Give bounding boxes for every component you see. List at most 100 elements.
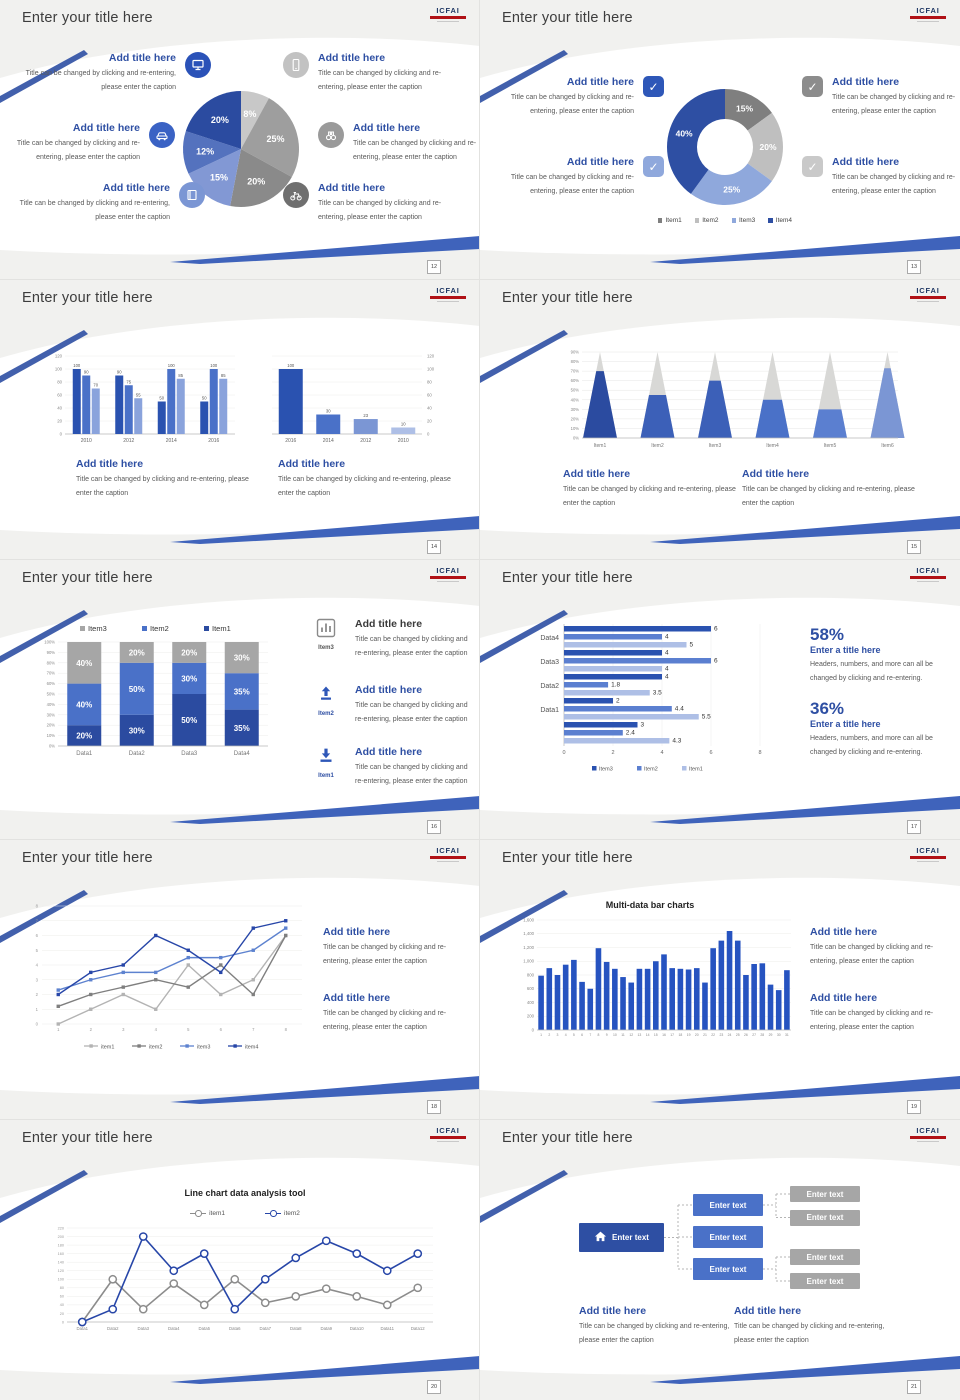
slide-donut-infographic[interactable]: Enter your title here ICFAI 15% 20% 25% 40%… — [479, 0, 960, 281]
svg-text:item4: item4 — [245, 1045, 258, 1051]
svg-text:Data1: Data1 — [77, 1326, 89, 1331]
svg-text:4.4: 4.4 — [675, 706, 684, 713]
svg-text:100: 100 — [73, 363, 81, 368]
svg-text:50%: 50% — [571, 388, 580, 393]
feature-block: Add title here Title can be changed by cl… — [8, 122, 175, 164]
svg-text:120: 120 — [427, 354, 435, 359]
slide-multidata-bars[interactable]: Enter your title here ICFAI Multi-data b… — [479, 839, 960, 1121]
svg-text:100%: 100% — [44, 640, 55, 645]
stat-title: Enter a title here — [810, 645, 881, 655]
diagram-mid-node: Enter text — [693, 1194, 763, 1216]
svg-text:8: 8 — [758, 750, 761, 756]
svg-text:0: 0 — [60, 432, 63, 437]
feature-title: Add title here — [355, 684, 423, 696]
horizontal-bar-chart: 0 2 4 6 8 Data4 6 4 5 Data3 4 6 4 Data2 4 1.8 3.5 Data1 2 4… — [540, 624, 762, 773]
legend-swatch — [694, 218, 700, 223]
svg-text:70%: 70% — [47, 671, 56, 676]
slide-line-chart[interactable]: Enter your title here ICFAI 0 1 2 3 4 5 6 7 8 1 2 3… — [0, 839, 481, 1121]
caption-title: Add title here — [734, 1305, 802, 1317]
caption-text: Title can be changed by clicking and re-… — [563, 486, 736, 507]
line-analysis-chart: 0 20 40 60 80 100 120 140 160 180 200 220 Data1 Data2… — [58, 1226, 433, 1331]
svg-text:100: 100 — [427, 367, 435, 372]
page-number: 15 — [907, 540, 921, 554]
svg-text:8: 8 — [285, 1027, 288, 1032]
legend-swatch — [768, 218, 773, 223]
svg-text:80: 80 — [427, 380, 432, 385]
svg-text:200: 200 — [58, 1235, 64, 1239]
diagram-mid-node: Enter text — [693, 1258, 763, 1280]
slide-cone-chart[interactable]: Enter your title here ICFAI 0% 10% 20% 30% 4… — [479, 279, 960, 561]
svg-text:10%: 10% — [571, 426, 580, 431]
caption-text: Title can be changed by clicking and re-… — [323, 944, 447, 965]
svg-text:40: 40 — [427, 406, 432, 411]
slide-pie-infographic[interactable]: Enter your title here ICFAI 8% 25% 20% 15% 1… — [0, 0, 481, 281]
diagram-leaf-node: Enter text — [790, 1209, 860, 1226]
caption-title: Add title here — [810, 926, 878, 938]
feature-block: Add title here Title can be changed by cl… — [12, 182, 206, 224]
svg-text:80: 80 — [57, 380, 62, 385]
svg-text:600: 600 — [527, 986, 535, 991]
svg-text:100: 100 — [168, 363, 176, 368]
svg-text:12%: 12% — [196, 146, 214, 156]
monitor-icon — [185, 52, 211, 78]
svg-text:3: 3 — [557, 1033, 559, 1037]
bar-chart-icon — [316, 618, 336, 642]
svg-text:4: 4 — [665, 666, 669, 673]
feature-block: Add title here Title can be changed by cl… — [16, 52, 212, 94]
svg-text:85: 85 — [178, 373, 183, 378]
svg-text:3: 3 — [641, 722, 645, 729]
svg-text:15%: 15% — [736, 104, 753, 114]
legend-label: Item1 — [665, 217, 682, 224]
svg-text:1: 1 — [540, 1033, 542, 1037]
svg-text:7: 7 — [589, 1033, 591, 1037]
svg-text:20%: 20% — [129, 648, 145, 657]
svg-text:20%: 20% — [181, 648, 197, 657]
svg-text:1.8: 1.8 — [611, 682, 620, 689]
svg-text:7: 7 — [252, 1027, 255, 1032]
diagram-connectors — [664, 1193, 790, 1282]
svg-text:4: 4 — [665, 634, 669, 641]
slide-decoration — [0, 1157, 480, 1384]
diagram-leaf-node: Enter text — [790, 1249, 860, 1265]
slide-horizontal-bars[interactable]: Enter your title here ICFAI 0 2 4 6 8 Data4 6 4… — [479, 559, 960, 841]
svg-text:29: 29 — [769, 1033, 773, 1037]
chart-title: Line chart data analysis tool — [184, 1188, 306, 1198]
svg-text:1,400: 1,400 — [523, 931, 534, 936]
slide-bar-charts[interactable]: Enter your title here ICFAI 0 20 40 60 80 100… — [0, 279, 481, 561]
book-icon — [179, 182, 205, 208]
svg-text:4: 4 — [565, 1033, 567, 1037]
feature-caption: Title can be changed by clicking and re-… — [318, 200, 442, 221]
slide-flow-diagram[interactable]: Enter your title here ICFAI Enter text E… — [479, 1119, 960, 1400]
svg-text:180: 180 — [58, 1243, 64, 1247]
page-number: 14 — [427, 540, 441, 554]
slide-title: Enter your title here — [22, 290, 153, 306]
slide-line-analysis[interactable]: Enter your title here ICFAI Line chart d… — [0, 1119, 481, 1400]
page-number: 13 — [907, 260, 921, 274]
svg-text:0%: 0% — [573, 436, 579, 441]
feature-block: Add title here Title can be changed by cl… — [283, 182, 469, 224]
svg-text:5: 5 — [36, 948, 39, 953]
feature-caption: Title can be changed by clicking and re-… — [355, 702, 468, 723]
svg-text:50: 50 — [159, 396, 164, 401]
svg-text:2: 2 — [548, 1033, 550, 1037]
icfai-logo: ICFAI — [910, 847, 946, 862]
slide-title: Enter your title here — [502, 570, 633, 586]
donut-chart: 15% 20% 25% 40% — [667, 89, 783, 205]
feature-caption: Title can be changed by clicking and re-… — [318, 70, 442, 91]
svg-text:Data4: Data4 — [540, 635, 559, 642]
binoculars-icon — [318, 122, 344, 148]
feature-caption: Title can be changed by clicking and re-… — [355, 764, 468, 785]
svg-text:26: 26 — [744, 1033, 748, 1037]
page-number: 16 — [427, 820, 441, 834]
svg-text:40%: 40% — [676, 129, 693, 139]
svg-text:Data5: Data5 — [199, 1326, 211, 1331]
slide-title: Enter your title here — [502, 850, 633, 866]
svg-text:40%: 40% — [571, 397, 580, 402]
caption-block: Add title here Title can be changed by c… — [742, 468, 927, 510]
feature-caption: Title can be changed by clicking and re-… — [510, 94, 634, 115]
svg-text:Data2: Data2 — [129, 751, 146, 757]
cone-chart: 0% 10% 20% 30% 40% 50% 60% 70% 80% 90% Item1 Item2 I… — [571, 350, 905, 449]
slide-decoration — [480, 37, 960, 264]
slide-stacked-bars[interactable]: Enter your title here ICFAI Item3 Item2 It… — [0, 559, 481, 841]
svg-text:Item3: Item3 — [709, 443, 722, 449]
